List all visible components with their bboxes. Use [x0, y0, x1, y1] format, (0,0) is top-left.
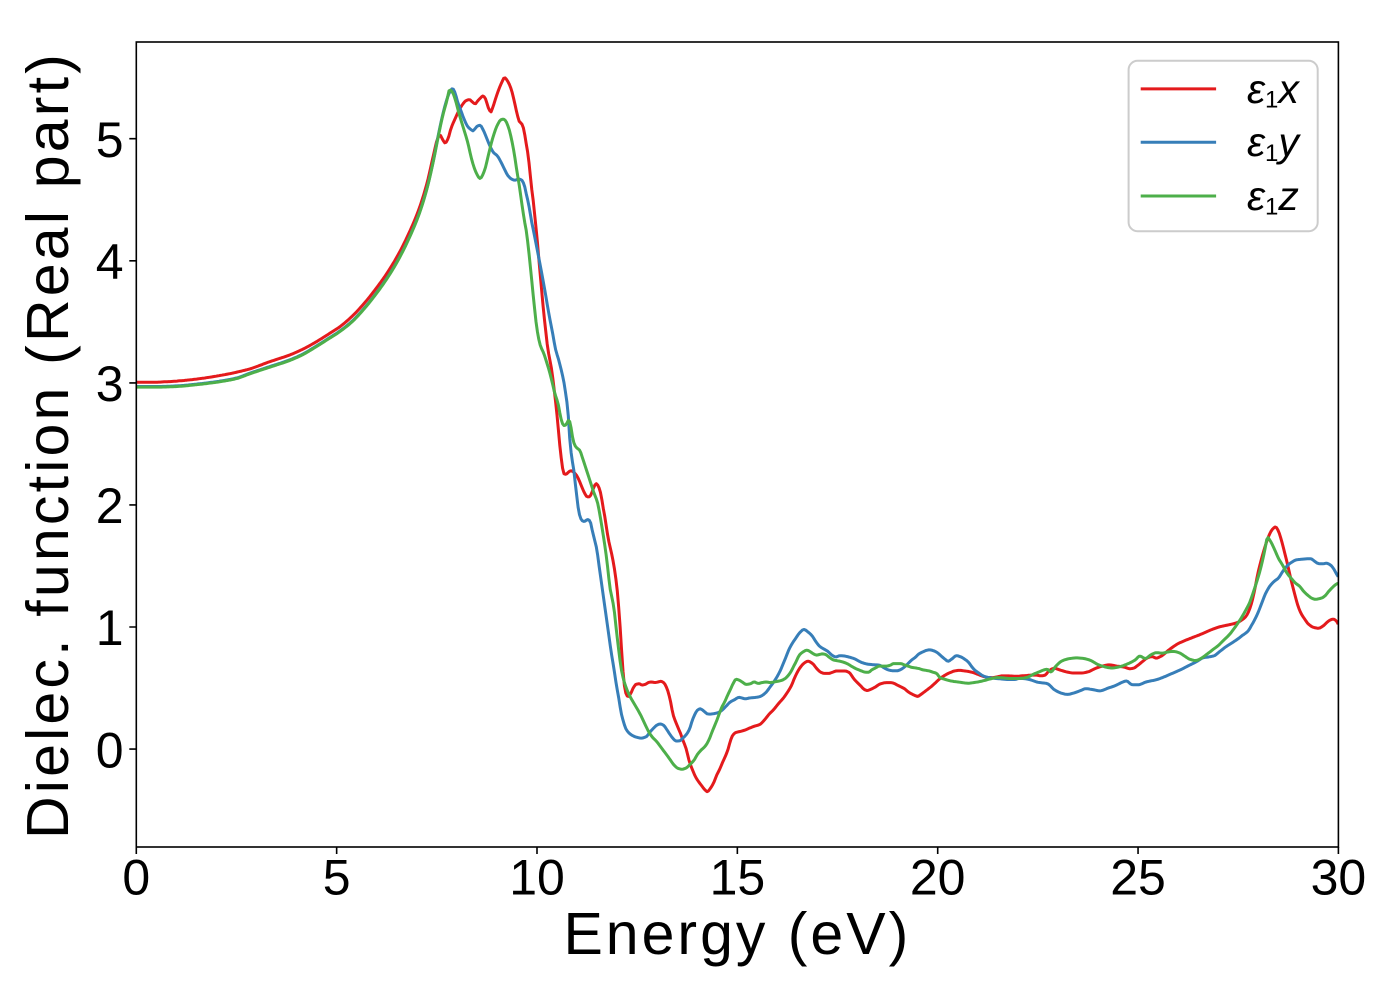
- svg-text:25: 25: [1110, 850, 1166, 906]
- svg-text:10: 10: [509, 850, 565, 906]
- svg-text:0: 0: [96, 722, 124, 778]
- svg-text:3: 3: [96, 356, 124, 412]
- svg-text:Dielec. function (Real part): Dielec. function (Real part): [15, 51, 81, 839]
- svg-text:30: 30: [1311, 850, 1367, 906]
- svg-text:1: 1: [96, 600, 124, 656]
- svg-text:15: 15: [710, 850, 766, 906]
- svg-text:Energy (eV): Energy (eV): [563, 901, 911, 967]
- svg-text:2: 2: [96, 478, 124, 534]
- svg-text:5: 5: [96, 112, 124, 168]
- svg-text:20: 20: [910, 850, 966, 906]
- svg-text:4: 4: [96, 234, 124, 290]
- svg-text:0: 0: [122, 850, 150, 906]
- svg-text:5: 5: [323, 850, 351, 906]
- svg-text:ε1x: ε1x: [1247, 66, 1300, 114]
